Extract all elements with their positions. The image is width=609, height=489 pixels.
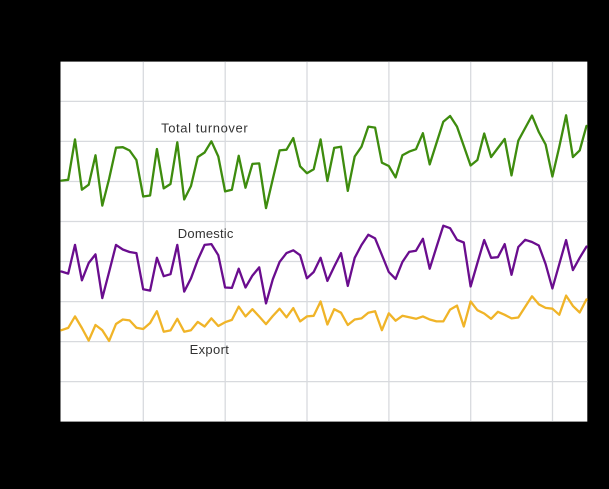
svg-text:Export: Export <box>190 342 230 357</box>
svg-text:Domestic: Domestic <box>178 226 234 241</box>
svg-text:Total turnover: Total turnover <box>161 121 248 136</box>
